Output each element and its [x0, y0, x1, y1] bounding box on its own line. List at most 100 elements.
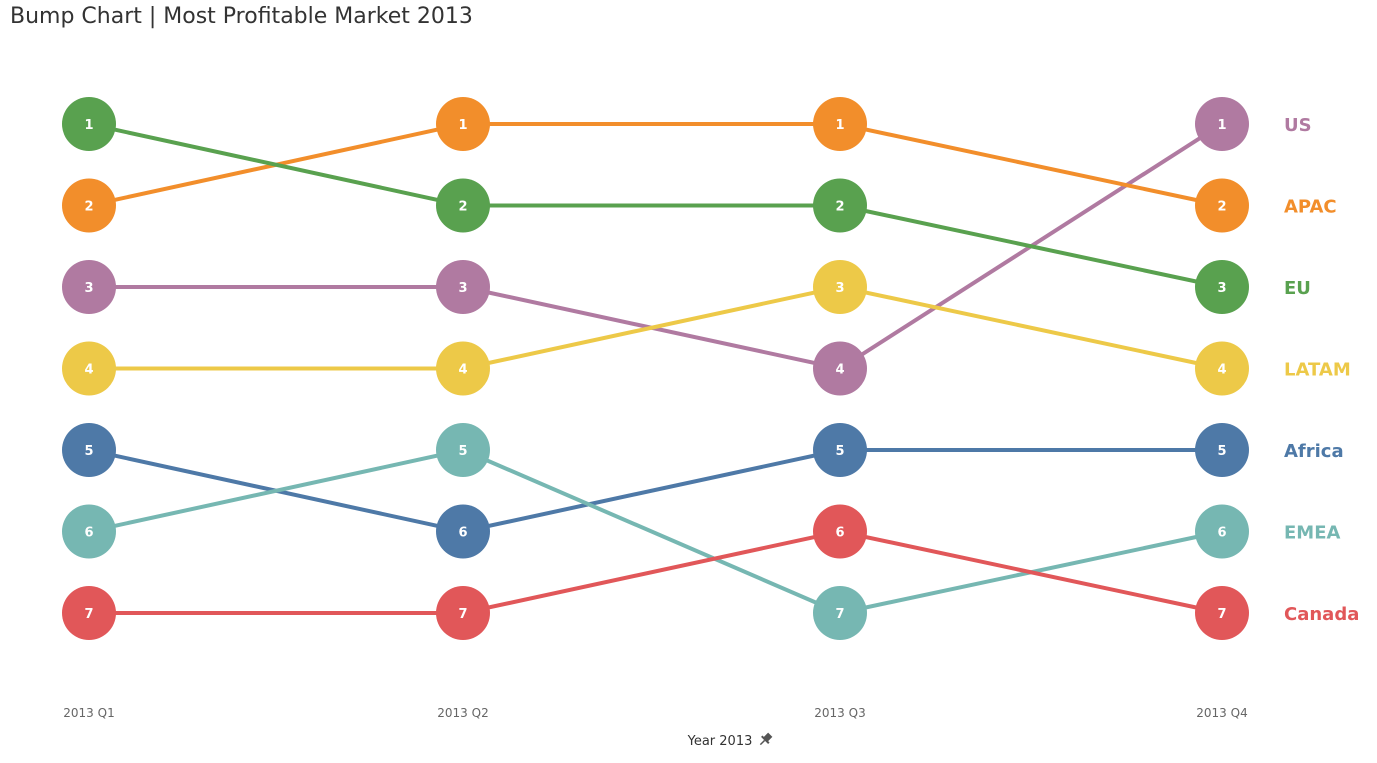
- rank-marker[interactable]: 4: [436, 341, 490, 396]
- data-point[interactable]: [62, 504, 116, 559]
- rank-label: 5: [84, 444, 93, 459]
- rank-marker[interactable]: 3: [813, 260, 867, 314]
- data-point[interactable]: [1195, 586, 1249, 640]
- rank-label: 7: [835, 607, 844, 622]
- rank-label: 3: [84, 281, 93, 296]
- data-point[interactable]: [436, 260, 490, 314]
- series-line-canada: [89, 529, 1223, 615]
- chart-title: Bump Chart | Most Profitable Market 2013: [10, 4, 473, 29]
- rank-label: 5: [1217, 444, 1226, 459]
- rank-label: 1: [835, 118, 844, 133]
- rank-marker[interactable]: 1: [436, 97, 490, 151]
- series-line-eu: [88, 122, 1223, 289]
- rank-label: 6: [84, 526, 93, 541]
- rank-marker[interactable]: 7: [62, 586, 116, 640]
- rank-label: 6: [458, 526, 467, 541]
- x-tick-label: 2013 Q4: [1196, 706, 1247, 720]
- series-label: Canada: [1284, 604, 1359, 625]
- data-point[interactable]: [813, 178, 867, 233]
- data-point[interactable]: [62, 423, 116, 477]
- rank-marker[interactable]: 6: [1195, 504, 1249, 559]
- rank-label: 1: [1217, 118, 1226, 133]
- series-line-africa: [88, 448, 1222, 534]
- rank-label: 2: [458, 200, 467, 215]
- rank-marker[interactable]: 1: [1195, 97, 1249, 151]
- rank-marker[interactable]: 5: [436, 423, 490, 477]
- rank-marker[interactable]: 4: [1195, 341, 1249, 396]
- rank-marker[interactable]: 7: [813, 586, 867, 640]
- rank-marker[interactable]: 3: [436, 260, 490, 314]
- rank-label: 4: [84, 363, 93, 378]
- rank-marker[interactable]: 5: [1195, 423, 1249, 477]
- data-point[interactable]: [62, 260, 116, 314]
- rank-marker[interactable]: 2: [436, 178, 490, 233]
- data-point[interactable]: [813, 97, 867, 151]
- rank-label: 3: [458, 281, 467, 296]
- rank-label: 6: [1217, 526, 1226, 541]
- rank-marker[interactable]: 2: [813, 178, 867, 233]
- data-point[interactable]: [436, 97, 490, 151]
- pin-icon[interactable]: [757, 731, 774, 748]
- rank-label: 1: [84, 118, 93, 133]
- rank-marker[interactable]: 1: [62, 97, 116, 151]
- data-point[interactable]: [62, 586, 116, 640]
- data-point[interactable]: [436, 586, 490, 640]
- data-point[interactable]: [1195, 178, 1249, 233]
- rank-marker[interactable]: 3: [1195, 260, 1249, 314]
- x-axis-label: Year 2013: [687, 734, 753, 749]
- rank-marker[interactable]: 7: [1195, 586, 1249, 640]
- data-point[interactable]: [62, 97, 116, 151]
- series-line-emea: [88, 447, 1223, 616]
- rank-marker[interactable]: 2: [1195, 178, 1249, 233]
- rank-marker[interactable]: 5: [62, 423, 116, 477]
- rank-label: 4: [1217, 363, 1226, 378]
- rank-marker[interactable]: 6: [813, 504, 867, 559]
- data-point[interactable]: [436, 178, 490, 233]
- data-point[interactable]: [1195, 504, 1249, 559]
- series-label: US: [1284, 115, 1312, 136]
- rank-marker[interactable]: 6: [436, 504, 490, 559]
- rank-label: 6: [835, 526, 844, 541]
- rank-label: 2: [835, 200, 844, 215]
- rank-label: 3: [1217, 281, 1226, 296]
- data-point[interactable]: [813, 341, 867, 396]
- series-line-apac: [88, 122, 1223, 208]
- data-point[interactable]: [1195, 423, 1249, 477]
- series-label: LATAM: [1284, 360, 1351, 381]
- rank-marker[interactable]: 1: [813, 97, 867, 151]
- data-point[interactable]: [436, 341, 490, 396]
- rank-label: 5: [458, 444, 467, 459]
- rank-marker[interactable]: 2: [62, 178, 116, 233]
- data-point[interactable]: [436, 423, 490, 477]
- rank-marker[interactable]: 6: [62, 504, 116, 559]
- data-point[interactable]: [62, 178, 116, 233]
- data-point[interactable]: [1195, 260, 1249, 314]
- data-point[interactable]: [1195, 341, 1249, 396]
- data-point[interactable]: [62, 341, 116, 396]
- series-label: Africa: [1284, 441, 1344, 462]
- data-point[interactable]: [813, 504, 867, 559]
- x-tick-label: 2013 Q1: [63, 706, 114, 720]
- data-point[interactable]: [436, 504, 490, 559]
- rank-label: 2: [1217, 200, 1226, 215]
- x-tick-label: 2013 Q3: [814, 706, 865, 720]
- rank-marker[interactable]: 4: [62, 341, 116, 396]
- rank-label: 5: [835, 444, 844, 459]
- rank-marker[interactable]: 7: [436, 586, 490, 640]
- series-line-latam: [89, 284, 1223, 371]
- rank-label: 4: [458, 363, 467, 378]
- rank-label: 3: [835, 281, 844, 296]
- rank-marker[interactable]: 3: [62, 260, 116, 314]
- data-point[interactable]: [813, 260, 867, 314]
- x-tick-label: 2013 Q2: [437, 706, 488, 720]
- rank-marker[interactable]: 5: [813, 423, 867, 477]
- rank-label: 1: [458, 118, 467, 133]
- rank-label: 7: [1217, 607, 1226, 622]
- rank-marker[interactable]: 4: [813, 341, 867, 396]
- rank-label: 7: [458, 607, 467, 622]
- data-point[interactable]: [813, 586, 867, 640]
- series-label: EU: [1284, 278, 1311, 299]
- data-point[interactable]: [813, 423, 867, 477]
- data-point[interactable]: [1195, 97, 1249, 151]
